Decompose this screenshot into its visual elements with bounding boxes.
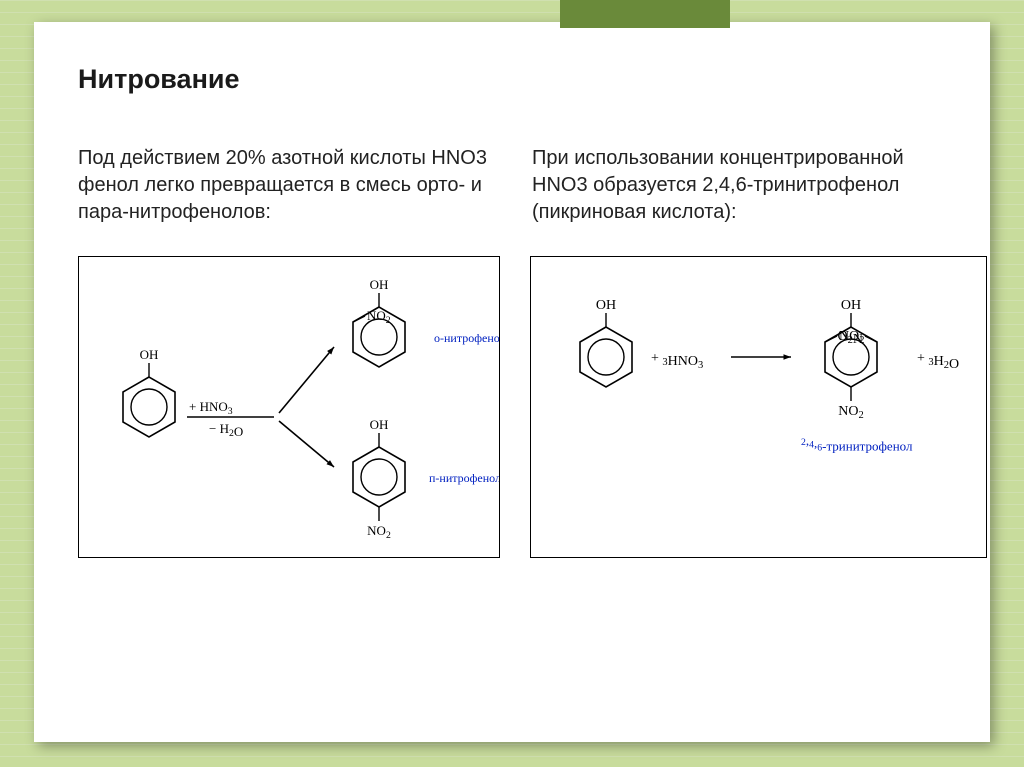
svg-text:− H2O: − H2O [209, 421, 243, 439]
text-columns: Под действием 20% азотной кислоты HNO3 ф… [78, 145, 946, 226]
diagram-dilute-nitration: OH + HNO3 − H2O OH NO2 о-нитрофенол OH NO2 п-нит… [78, 256, 500, 558]
svg-text:+ 3H2O: + 3H2O [917, 351, 959, 372]
slide-title: Нитрование [78, 64, 946, 95]
diagram-row: OH + HNO3 − H2O OH NO2 о-нитрофенол OH NO2 п-нит… [78, 256, 946, 558]
svg-text:2,4,6-тринитрофенол: 2,4,6-тринитрофенол [801, 433, 913, 454]
svg-text:NO2: NO2 [838, 404, 863, 421]
svg-text:+ HNO3: + HNO3 [189, 399, 233, 417]
slide-card: Нитрование Под действием 20% азотной кис… [34, 22, 990, 742]
left-paragraph: Под действием 20% азотной кислоты HNO3 ф… [78, 145, 492, 226]
svg-text:OH: OH [596, 298, 616, 313]
svg-text:OH: OH [370, 277, 389, 292]
svg-text:NO2: NO2 [367, 523, 391, 541]
svg-text:OH: OH [841, 298, 861, 313]
right-paragraph: При использовании концентрированной HNO3… [532, 145, 946, 226]
slide-tab [560, 0, 730, 28]
svg-text:OH: OH [140, 347, 159, 362]
svg-text:п-нитрофенол: п-нитрофенол [429, 471, 499, 485]
svg-text:NO2: NO2 [367, 308, 391, 326]
diagram-concentrated-nitration: OH+ 3HNO3OHNO2O2NNO2+ 3H2O2,4,6-тринитро… [530, 256, 987, 558]
svg-text:OH: OH [370, 417, 389, 432]
svg-text:о-нитрофенол: о-нитрофенол [434, 331, 499, 345]
svg-text:+ 3HNO3: + 3HNO3 [651, 351, 703, 371]
